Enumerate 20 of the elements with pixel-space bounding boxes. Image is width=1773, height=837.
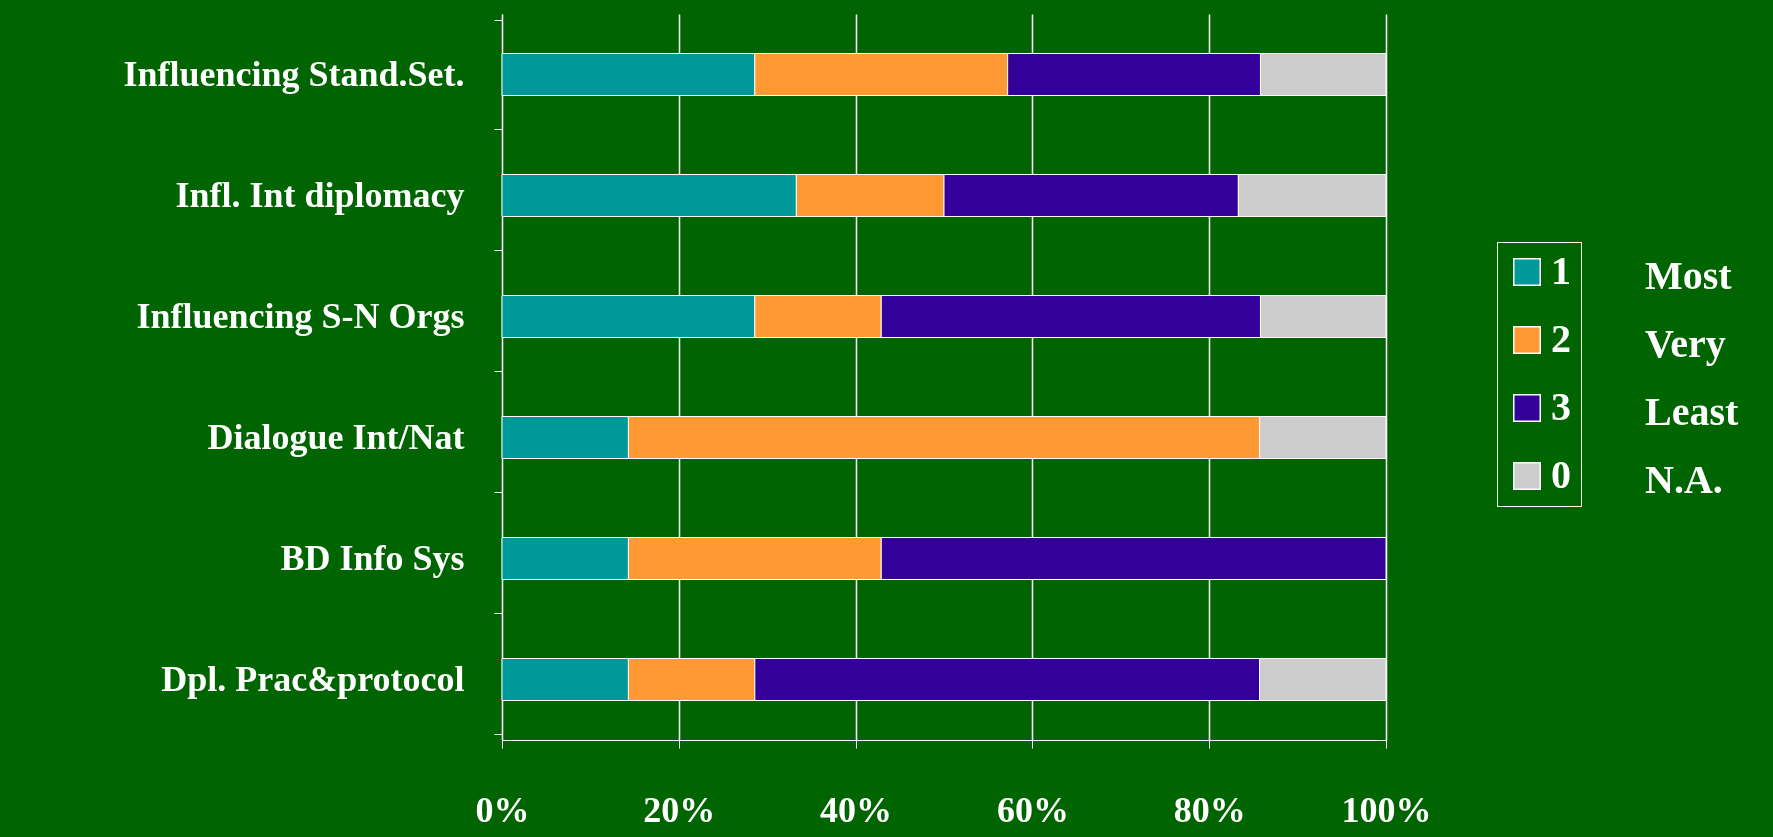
y-tick-label: Dialogue Int/Nat (207, 417, 465, 457)
y-tick-label: Influencing S-N Orgs (136, 296, 465, 336)
text: Most (1645, 253, 1733, 298)
text: Very (1645, 321, 1726, 366)
legend-label: 0 (1551, 452, 1571, 497)
legend-label: 3 (1551, 384, 1571, 429)
x-tick-label: 40% (820, 789, 893, 830)
x-tick-label: 0% (475, 789, 530, 830)
legend-label: 1 (1551, 248, 1571, 293)
y-tick-label: Dpl. Prac&protocol (161, 659, 465, 699)
y-tick-label: Infl. Int diplomacy (175, 175, 465, 215)
y-tick-label: BD Info Sys (280, 538, 465, 578)
legend-label: 2 (1551, 316, 1571, 361)
text: N.A. (1645, 457, 1723, 502)
x-tick-label: 80% (1173, 789, 1246, 830)
text: Least (1645, 389, 1739, 434)
y-tick-label: Influencing Stand.Set. (123, 54, 465, 94)
x-tick-label: 60% (996, 789, 1069, 830)
x-tick-label: 100% (1341, 789, 1432, 830)
x-tick-label: 20% (643, 789, 716, 830)
